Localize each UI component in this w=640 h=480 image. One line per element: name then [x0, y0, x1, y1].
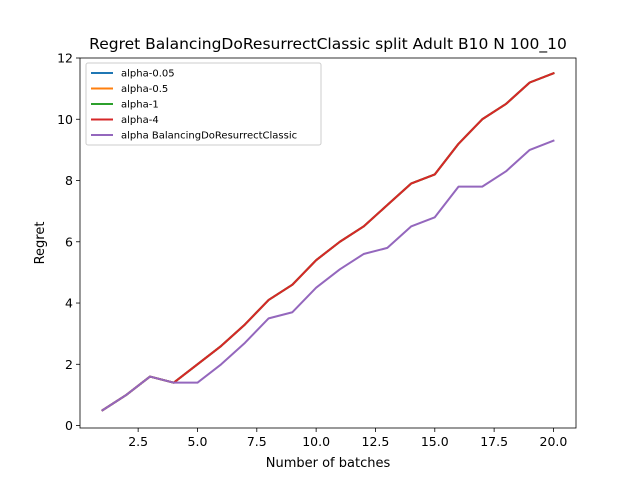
x-tick-label: 15.0: [421, 434, 449, 449]
x-axis-label: Number of batches: [266, 456, 391, 471]
y-tick-label: 4: [65, 296, 73, 311]
x-tick-label: 17.5: [480, 434, 508, 449]
y-tick-label: 0: [65, 418, 73, 433]
y-tick-label: 10: [57, 112, 73, 127]
x-tick-label: 10.0: [302, 434, 330, 449]
y-axis-label: Regret: [33, 222, 48, 265]
axes: [79, 57, 577, 429]
x-tick-label: 7.5: [247, 434, 267, 449]
legend-label-4: alpha BalancingDoResurrectClassic: [121, 131, 297, 142]
chart-title: Regret BalancingDoResurrectClassic split…: [89, 35, 567, 54]
y-tick-label: 12: [57, 51, 73, 66]
legend-frame: [85, 62, 322, 146]
series-line-3: [101, 72, 555, 412]
y-tick-label: 6: [65, 234, 73, 249]
legend-label-0: alpha-0.05: [121, 69, 175, 80]
x-tick-label: 5.0: [188, 434, 208, 449]
legend: alpha-0.05 alpha-0.5 alpha-1 alpha-4 alpha B…: [85, 62, 322, 146]
x-axis-ticks: 2.5 5.0 7.5 10.0 12.5 15.0 17.5 20.0: [128, 428, 567, 449]
y-tick-label: 8: [65, 173, 73, 188]
legend-label-2: alpha-1: [121, 100, 159, 111]
x-tick-label: 2.5: [128, 434, 148, 449]
y-tick-label: 2: [65, 357, 73, 372]
series-line-4: [101, 139, 555, 412]
legend-label-3: alpha-4: [121, 115, 159, 126]
plot-frame: [79, 57, 577, 429]
y-axis-ticks: 0 2 4 6 8 10 12: [57, 51, 80, 433]
x-tick-label: 20.0: [540, 434, 568, 449]
x-tick-label: 12.5: [362, 434, 390, 449]
legend-label-1: alpha-0.5: [121, 84, 168, 95]
series-layer: [101, 72, 555, 412]
